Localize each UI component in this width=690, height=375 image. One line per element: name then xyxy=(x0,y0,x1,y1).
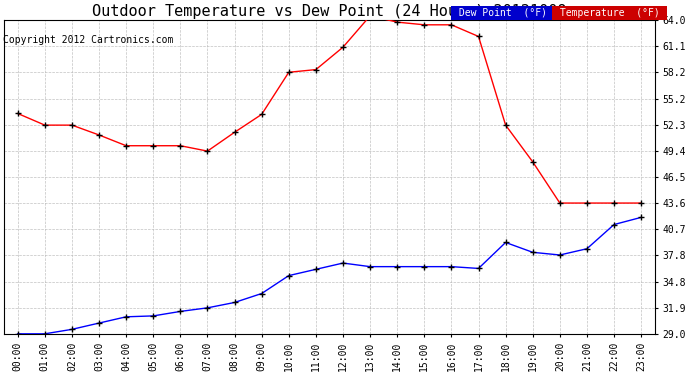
Text: Copyright 2012 Cartronics.com: Copyright 2012 Cartronics.com xyxy=(3,35,174,45)
Title: Outdoor Temperature vs Dew Point (24 Hours) 20121009: Outdoor Temperature vs Dew Point (24 Hou… xyxy=(92,4,566,19)
Text: Temperature  (°F): Temperature (°F) xyxy=(554,8,665,18)
Text: Dew Point  (°F): Dew Point (°F) xyxy=(453,8,553,18)
